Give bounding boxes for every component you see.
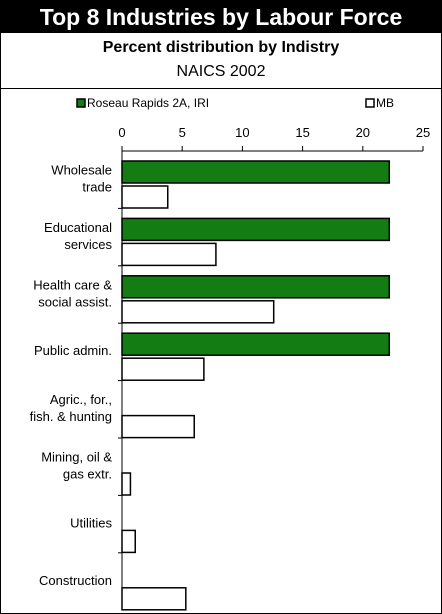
category-label: Construction bbox=[39, 573, 112, 588]
x-tick-label: 15 bbox=[295, 125, 309, 140]
category-label: social assist. bbox=[38, 294, 112, 309]
chart-subtitle: Percent distribution by Indistry bbox=[102, 39, 340, 56]
category-label: Agric., for., bbox=[50, 392, 112, 407]
bar-chart: Roseau Rapids 2A, IRI MB 0 5 10 15 20 25 Wholesa… bbox=[30, 96, 430, 611]
bar-series-1 bbox=[121, 332, 391, 356]
bar-series-1 bbox=[121, 160, 391, 184]
category-label: Mining, oil & bbox=[41, 450, 112, 465]
x-tick-label: 20 bbox=[356, 125, 370, 140]
divider bbox=[1, 88, 441, 89]
bar-series-2 bbox=[121, 185, 169, 209]
legend-label-2: MB bbox=[376, 96, 394, 110]
category-label: Utilities bbox=[70, 515, 112, 530]
category-label: gas extr. bbox=[63, 467, 112, 482]
category-label: services bbox=[64, 237, 112, 252]
bar-series-2 bbox=[121, 357, 205, 381]
legend-swatch-1 bbox=[76, 98, 86, 108]
bar-series-2 bbox=[121, 414, 195, 439]
bar-series-2 bbox=[121, 300, 275, 324]
legend-swatch-2 bbox=[365, 98, 375, 108]
category-label: Educational bbox=[44, 220, 112, 235]
category-label: Wholesale bbox=[51, 163, 112, 178]
bar-series-2 bbox=[121, 472, 132, 496]
bar-series-1 bbox=[121, 217, 391, 242]
legend-label-1: Roseau Rapids 2A, IRI bbox=[87, 96, 209, 110]
x-tick-label: 5 bbox=[179, 125, 186, 140]
category-label: trade bbox=[82, 180, 112, 195]
chart-subtitle-2: NAICS 2002 bbox=[176, 63, 266, 80]
x-tick-label: 10 bbox=[235, 125, 249, 140]
bar-series-1 bbox=[121, 275, 391, 299]
bar-series-2 bbox=[121, 242, 217, 267]
x-tick-label: 25 bbox=[416, 125, 430, 140]
x-tick-label: 0 bbox=[118, 125, 125, 140]
bar-series-2 bbox=[121, 529, 136, 554]
category-label: fish. & hunting bbox=[30, 409, 112, 424]
chart-title: Top 8 Industries by Labour Force bbox=[1, 1, 441, 33]
bar-series-2 bbox=[121, 587, 187, 611]
category-label: Health care & bbox=[33, 277, 112, 292]
category-label: Public admin. bbox=[34, 343, 112, 358]
